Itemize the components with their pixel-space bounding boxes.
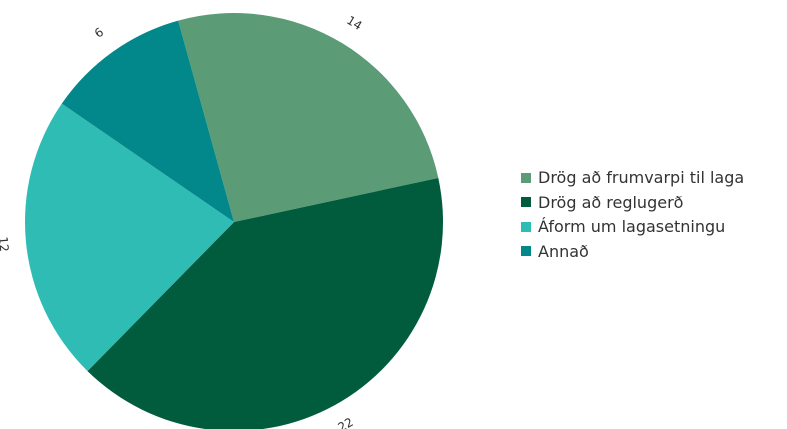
- pie-slice-draft-bill[interactable]: [178, 12, 439, 223]
- pie-value-label-draft-bill: 14: [344, 13, 364, 33]
- legend-swatch-legislation-plan: [521, 221, 531, 232]
- pie-slice-legislation-plan[interactable]: [25, 103, 235, 372]
- legend-label-draft-regulation: Drög að reglugerð: [538, 192, 684, 212]
- legend-label-other: Annað: [538, 241, 589, 261]
- legend-item-other[interactable]: Annað: [521, 240, 744, 263]
- legend-swatch-draft-bill: [521, 172, 531, 183]
- chart-legend: Drög að frumvarpi til laga Drög að reglu…: [521, 166, 744, 264]
- legend-item-draft-regulation[interactable]: Drög að reglugerð: [521, 191, 744, 214]
- pie-slices: [25, 12, 443, 429]
- pie-value-label-other: 6: [92, 25, 106, 41]
- legend-item-legislation-plan[interactable]: Áform um lagasetningu: [521, 215, 744, 238]
- legend-swatch-draft-regulation: [521, 197, 531, 207]
- legend-swatch-other: [521, 246, 531, 256]
- legend-label-legislation-plan: Áform um lagasetningu: [538, 217, 726, 236]
- legend-item-draft-bill[interactable]: Drög að frumvarpi til laga: [521, 166, 744, 189]
- pie-value-label-legislation-plan: 12: [0, 236, 11, 253]
- pie-slice-other[interactable]: [61, 20, 235, 222]
- legend-label-draft-bill: Drög að frumvarpi til laga: [538, 168, 745, 187]
- pie-slice-draft-regulation[interactable]: [87, 177, 443, 429]
- pie-value-label-draft-regulation: 22: [336, 415, 356, 429]
